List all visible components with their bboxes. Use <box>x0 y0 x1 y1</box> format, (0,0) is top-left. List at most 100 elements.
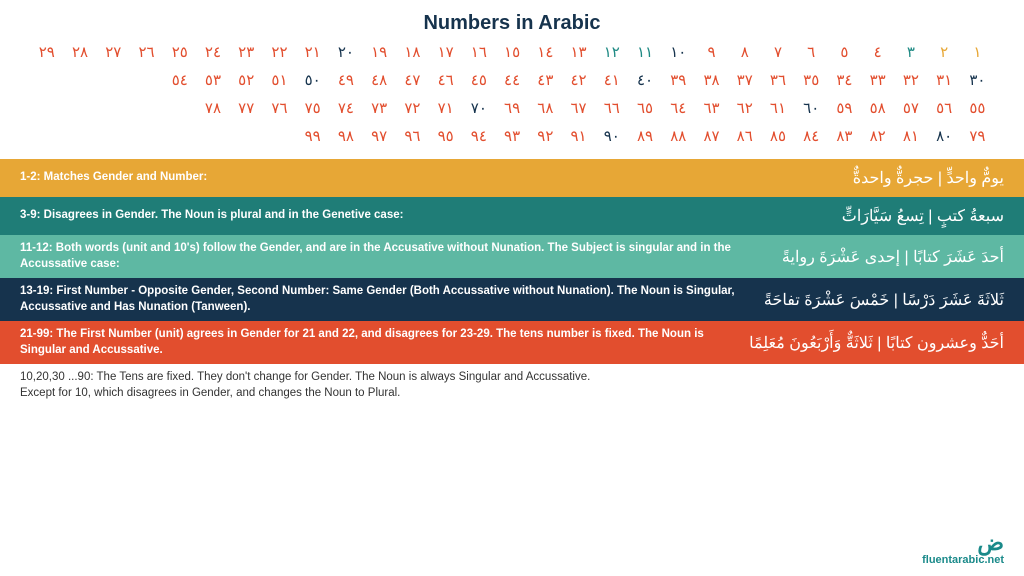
rules-section: 1-2: Matches Gender and Number:يومٌّ واح… <box>0 159 1024 364</box>
numbers-row: ٧٩٨٠٨١٨٢٨٣٨٤٨٥٨٦٨٧٨٨٨٩٩٠٩١٩٢٩٣٩٤٩٥٩٦٩٧٩٨… <box>30 127 994 145</box>
number-cell: ٤٨ <box>363 71 396 89</box>
number-cell: ٢٠ <box>329 43 362 61</box>
number-cell: ١٢ <box>595 43 628 61</box>
rule-example: أحدَ عَشَرَ كتابًا | إحدى عَشْرَةَ رواية… <box>782 247 1004 267</box>
brand-logo: ض fluentarabic.net <box>922 532 1004 566</box>
number-cell: ٤٩ <box>329 71 362 89</box>
number-cell: ٣١ <box>928 71 961 89</box>
number-cell: ٢٤ <box>196 43 229 61</box>
number-cell: ٨ <box>728 43 761 61</box>
number-cell: ١٥ <box>495 43 528 61</box>
numbers-row: ١٢٣٤٥٦٧٨٩١٠١١١٢١٣١٤١٥١٦١٧١٨١٩٢٠٢١٢٢٢٣٢٤٢… <box>30 43 994 61</box>
brand-text: fluentarabic.net <box>922 554 1004 566</box>
number-cell: ٤٧ <box>396 71 429 89</box>
number-cell: ١٨ <box>396 43 429 61</box>
rule-row: 21-99: The First Number (unit) agrees in… <box>0 321 1024 364</box>
number-cell: ٣٨ <box>695 71 728 89</box>
number-cell: ٧٣ <box>363 99 396 117</box>
number-cell: ٦٠ <box>795 99 828 117</box>
number-cell: ١١ <box>628 43 661 61</box>
number-cell: ٦٣ <box>695 99 728 117</box>
number-cell: ٤٠ <box>628 71 661 89</box>
number-cell: ٥٢ <box>230 71 263 89</box>
rule-description: 1-2: Matches Gender and Number: <box>20 170 853 186</box>
number-cell: ٥٣ <box>196 71 229 89</box>
number-cell: ٤ <box>861 43 894 61</box>
number-cell: ٥٥ <box>961 99 994 117</box>
number-cell: ٥٧ <box>894 99 927 117</box>
number-cell: ١٣ <box>562 43 595 61</box>
number-cell: ٩٠ <box>595 127 628 145</box>
number-cell: ٩ <box>695 43 728 61</box>
number-cell: ٦٢ <box>728 99 761 117</box>
number-cell: ٧٢ <box>396 99 429 117</box>
rule-description: 3-9: Disagrees in Gender. The Noun is pl… <box>20 208 842 224</box>
number-cell: ٢٧ <box>97 43 130 61</box>
number-cell: ٥٩ <box>828 99 861 117</box>
number-cell: ٥٦ <box>928 99 961 117</box>
number-cell: ١٦ <box>462 43 495 61</box>
rule-example: يومٌّ واحدٍّ | حجرةٌّ واحدةٌّ <box>853 168 1004 188</box>
number-cell: ٣٦ <box>761 71 794 89</box>
number-cell: ٦٩ <box>495 99 528 117</box>
number-cell: ٨٢ <box>861 127 894 145</box>
number-cell: ٧٥ <box>296 99 329 117</box>
number-cell: ٢٣ <box>230 43 263 61</box>
number-cell: ٨٠ <box>928 127 961 145</box>
number-cell: ٩٥ <box>429 127 462 145</box>
number-cell: ٢٢ <box>263 43 296 61</box>
number-cell: ٧٤ <box>329 99 362 117</box>
number-cell: ٨٣ <box>828 127 861 145</box>
number-cell: ٣٧ <box>728 71 761 89</box>
number-cell: ١٧ <box>429 43 462 61</box>
number-cell: ٨١ <box>894 127 927 145</box>
number-cell: ٦ <box>795 43 828 61</box>
rule-description: 21-99: The First Number (unit) agrees in… <box>20 327 749 358</box>
number-cell: ٧٠ <box>462 99 495 117</box>
number-cell: ٣ <box>894 43 927 61</box>
rule-row: 13-19: First Number - Opposite Gender, S… <box>0 278 1024 321</box>
number-cell: ٩٦ <box>396 127 429 145</box>
number-cell: ٦٥ <box>628 99 661 117</box>
number-cell: ٧ <box>761 43 794 61</box>
number-cell: ٣٩ <box>662 71 695 89</box>
rule-example: ثَلاثَةَ عَشَرَ دَرْسًا | خَمْسَ عَشْرَة… <box>764 290 1004 310</box>
number-cell: ٦١ <box>761 99 794 117</box>
rule-example: أحَدٌّ وعشرون كتابًا | ثَلاثَةٌّ وَأَرْب… <box>749 333 1004 353</box>
number-cell: ١٠ <box>662 43 695 61</box>
number-cell: ٦٦ <box>595 99 628 117</box>
number-cell: ٨٦ <box>728 127 761 145</box>
number-cell: ٣٠ <box>961 71 994 89</box>
number-cell: ٣٤ <box>828 71 861 89</box>
number-cell: ٥٠ <box>296 71 329 89</box>
number-cell: ٧٧ <box>230 99 263 117</box>
number-cell: ٥٨ <box>861 99 894 117</box>
number-cell: ٤٢ <box>562 71 595 89</box>
number-cell: ٧٦ <box>263 99 296 117</box>
number-cell: ٦٧ <box>562 99 595 117</box>
number-cell: ٨٨ <box>662 127 695 145</box>
number-cell: ٨٥ <box>761 127 794 145</box>
number-cell: ٤٥ <box>462 71 495 89</box>
numbers-grid: ١٢٣٤٥٦٧٨٩١٠١١١٢١٣١٤١٥١٦١٧١٨١٩٢٠٢١٢٢٢٣٢٤٢… <box>0 43 1024 145</box>
number-cell: ٨٤ <box>795 127 828 145</box>
number-cell: ٩٤ <box>462 127 495 145</box>
numbers-row: ٥٥٥٦٥٧٥٨٥٩٦٠٦١٦٢٦٣٦٤٦٥٦٦٦٧٦٨٦٩٧٠٧١٧٢٧٣٧٤… <box>30 99 994 117</box>
footer-note: 10,20,30 ...90: The Tens are fixed. They… <box>0 364 620 401</box>
page-title: Numbers in Arabic <box>0 0 1024 43</box>
number-cell: ٦٤ <box>662 99 695 117</box>
rule-row: 11-12: Both words (unit and 10's) follow… <box>0 235 1024 278</box>
rule-description: 13-19: First Number - Opposite Gender, S… <box>20 284 764 315</box>
number-cell: ٣٥ <box>795 71 828 89</box>
number-cell: ٧٩ <box>961 127 994 145</box>
number-cell: ٩٨ <box>329 127 362 145</box>
number-cell: ٦٨ <box>529 99 562 117</box>
rule-description: 11-12: Both words (unit and 10's) follow… <box>20 241 782 272</box>
number-cell: ٢٥ <box>163 43 196 61</box>
number-cell: ٩٣ <box>495 127 528 145</box>
number-cell: ٧٨ <box>196 99 229 117</box>
rule-row: 1-2: Matches Gender and Number:يومٌّ واح… <box>0 159 1024 197</box>
number-cell: ٤١ <box>595 71 628 89</box>
number-cell: ٩٢ <box>529 127 562 145</box>
number-cell: ٤٤ <box>495 71 528 89</box>
